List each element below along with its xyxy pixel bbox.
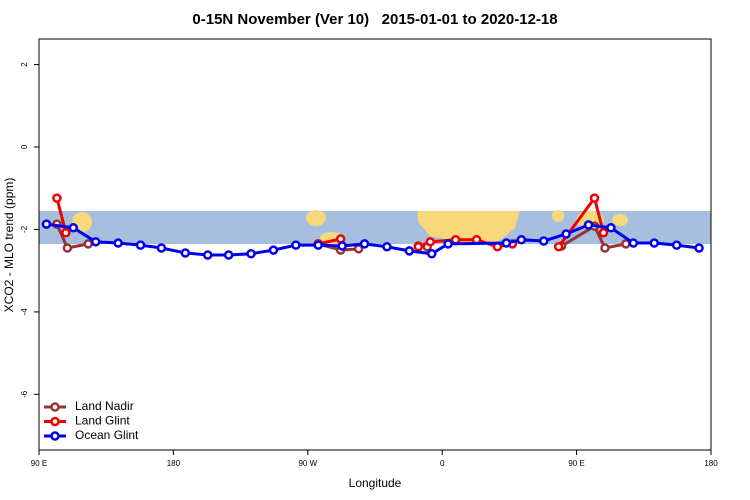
data-point [426,249,437,259]
legend-marker [50,416,60,427]
data-point [246,249,256,259]
data-point [600,243,610,253]
data-point [156,243,167,253]
land [552,210,564,222]
data-point [589,193,600,203]
legend-label: Ocean Glint [75,428,139,442]
land [418,211,520,244]
data-point [359,239,370,249]
data-point [313,240,324,250]
data-point [135,240,146,250]
x-tick-label: 180 [167,459,181,468]
land [612,214,628,226]
legend-marker [50,402,60,412]
data-point [223,250,234,260]
data-point [694,243,704,253]
data-point [671,240,682,250]
data-point [404,246,415,256]
data-point [583,220,594,230]
data-point [561,229,571,239]
y-tick-label: 2 [20,62,29,67]
data-point [337,241,347,251]
data-point [291,240,301,250]
data-point [413,242,424,252]
data-point [113,238,123,248]
x-tick-label: 90 E [568,459,584,468]
data-point [268,245,279,255]
data-point [90,237,101,247]
x-tick-label: 90 E [31,459,47,468]
y-tick-label: -2 [20,225,29,233]
data-point [68,223,79,233]
data-point [443,239,453,249]
x-axis-label: Longitude [349,476,402,490]
data-point [52,193,62,203]
data-point [628,238,639,248]
y-tick-label: -6 [20,390,29,398]
data-point [516,235,527,245]
data-point [202,250,213,260]
data-point [538,236,549,246]
data-point [649,238,660,248]
data-point [606,223,616,233]
legend-label: Land Nadir [75,399,134,413]
data-point [61,228,71,238]
x-tick-label: 90 W [298,459,317,468]
data-point [41,219,52,229]
chart-title: 0-15N November (Ver 10) 2015-01-01 to 20… [192,11,557,28]
data-point [62,243,73,253]
y-tick-label: -4 [20,308,29,316]
data-point [450,235,461,245]
legend-marker [50,431,60,441]
data-point [553,242,564,252]
series-line [55,194,605,249]
y-axis-label: XCO2 - MLO trend (ppm) [2,178,16,313]
data-point [83,239,94,249]
plot-frame [38,38,712,451]
legend-label: Land Glint [75,414,130,428]
land [306,210,326,226]
x-tick-label: 180 [704,459,718,468]
data-point [425,237,436,247]
data-point [501,238,512,248]
data-point [180,248,191,258]
data-point [382,242,392,252]
y-tick-label: 0 [20,144,29,149]
data-point [598,228,609,238]
x-tick-label: 0 [440,459,445,468]
